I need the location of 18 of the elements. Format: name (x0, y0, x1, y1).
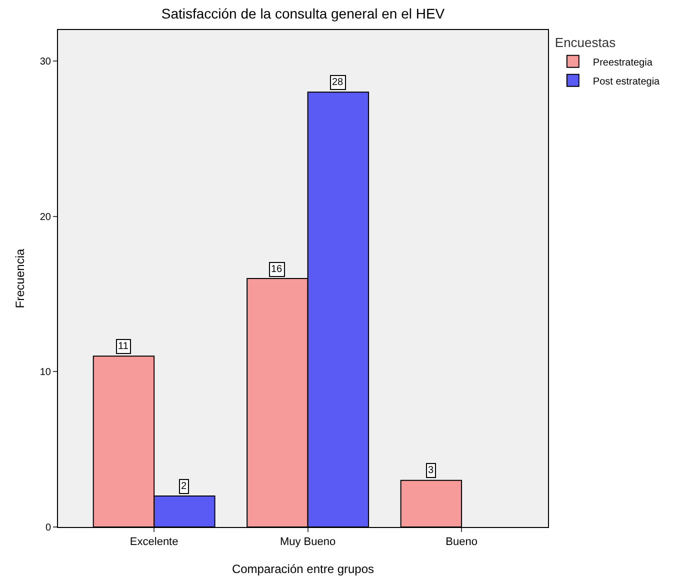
x-tick-label: Bueno (446, 536, 478, 548)
data-label: 3 (428, 465, 434, 476)
legend-title: Encuestas (554, 34, 616, 50)
data-label: 2 (181, 481, 187, 492)
data-label: 28 (332, 77, 344, 88)
y-tick-label: 10 (40, 367, 52, 378)
y-axis-title: Frecuencia (13, 248, 27, 308)
x-tick-label: Excelente (130, 536, 178, 548)
x-tick-label: Muy Bueno (280, 536, 336, 548)
y-tick-label: 0 (45, 522, 52, 534)
legend-label: Preestrategia (592, 57, 653, 68)
y-tick-label: 30 (40, 56, 52, 68)
chart-title: Satisfacción de la consulta general en el HEV (161, 6, 446, 22)
y-tick-label: 20 (40, 212, 52, 223)
legend-label: Post estrategia (592, 76, 660, 88)
x-axis-title: Comparación entre grupos (232, 562, 374, 576)
data-label: 16 (271, 264, 283, 275)
data-label: 11 (118, 341, 129, 352)
